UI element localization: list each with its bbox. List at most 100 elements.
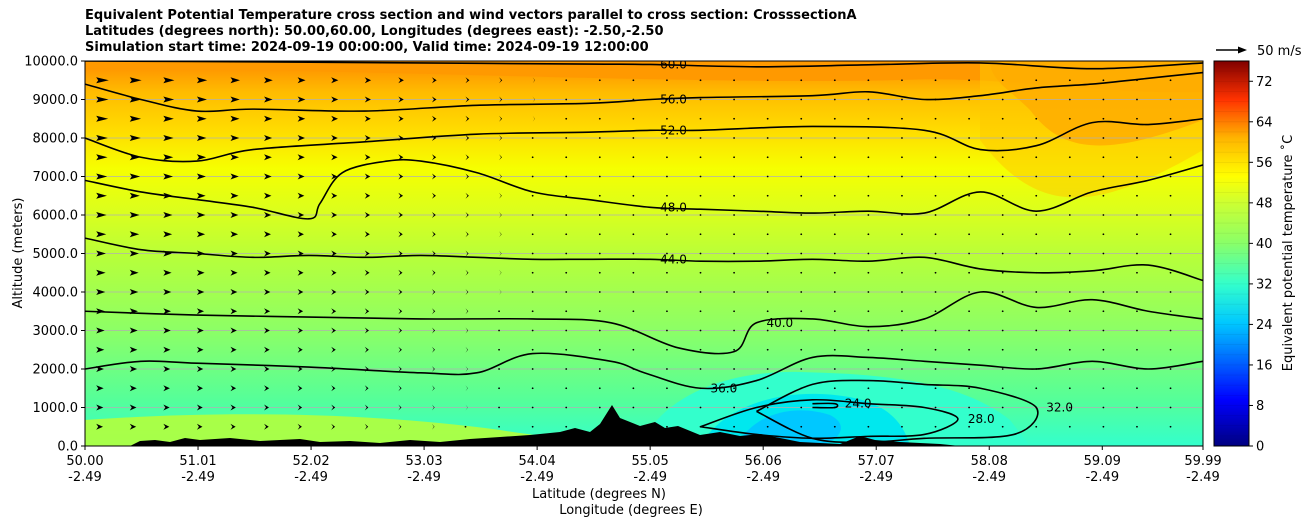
wind-vector — [331, 154, 338, 161]
wind-vector-dot — [867, 425, 870, 428]
wind-vector-dot — [1068, 98, 1071, 101]
wind-vector-dot — [565, 252, 568, 255]
wind-vector — [163, 77, 175, 84]
wind-vector-dot — [666, 368, 668, 370]
wind-vector — [163, 115, 174, 122]
wind-vector-dot — [699, 233, 702, 236]
wind-vector — [196, 231, 206, 238]
wind-vector — [364, 173, 371, 180]
wind-vector — [96, 327, 105, 334]
wind-vector — [230, 385, 237, 392]
wind-vector-dot — [565, 348, 568, 351]
wind-vector — [331, 212, 338, 218]
wind-vector-dot — [934, 214, 937, 216]
wind-vector-dot — [1102, 233, 1105, 236]
wind-vector-dot — [1169, 214, 1172, 216]
wind-vector-dot — [666, 252, 668, 255]
wind-vector-dot — [699, 406, 702, 409]
wind-vector — [196, 269, 205, 276]
wind-vector-dot — [1035, 137, 1038, 139]
wind-vector — [163, 308, 172, 315]
wind-vector-dot — [565, 271, 568, 274]
wind-vector-dot — [800, 368, 803, 370]
wind-vector-dot — [598, 368, 601, 370]
wind-vector-dot — [901, 252, 903, 255]
wind-vector-dot — [1169, 368, 1172, 370]
wind-vector — [230, 308, 238, 315]
wind-vector — [398, 173, 404, 180]
wind-vector — [297, 115, 306, 122]
wind-vector-dot — [833, 98, 836, 101]
wind-vector-dot — [833, 348, 836, 351]
chart-title-line-1: Equivalent Potential Temperature cross s… — [85, 8, 857, 23]
wind-vector-dot — [1136, 406, 1138, 409]
wind-vector-dot — [867, 271, 870, 274]
wind-vector — [431, 154, 437, 161]
wind-vector — [264, 77, 273, 84]
wind-vector — [264, 327, 270, 334]
wind-vector — [331, 404, 336, 411]
wind-vector-dot — [934, 252, 937, 255]
wind-vector — [264, 135, 273, 141]
wind-vector-dot — [598, 387, 601, 390]
colorbar-tick-label: 0 — [1256, 440, 1264, 455]
wind-vector — [297, 308, 304, 315]
wind-vector — [230, 135, 240, 141]
wind-vector-dot — [699, 156, 702, 159]
wind-vector — [331, 96, 339, 103]
wind-vector-dot — [1169, 137, 1172, 139]
wind-vector-dot — [766, 271, 769, 274]
wind-vector-dot — [632, 79, 635, 82]
x-axis-label-lat: Latitude (degrees N) — [532, 487, 666, 502]
wind-vector — [297, 404, 303, 411]
wind-vector — [364, 250, 370, 257]
wind-vector — [364, 192, 371, 199]
wind-vector-dot — [766, 387, 769, 390]
wind-vector-dot — [565, 329, 568, 332]
wind-vector-dot — [800, 137, 803, 139]
wind-vector-dot — [1169, 156, 1172, 159]
wind-vector-dot — [1136, 214, 1138, 216]
wind-vector — [431, 366, 435, 372]
wind-vector-dot — [968, 368, 971, 370]
wind-vector-dot — [565, 98, 568, 101]
wind-vector — [230, 346, 237, 353]
wind-vector — [331, 135, 338, 141]
contour-line-44 — [85, 237, 1203, 282]
wind-vector-dot — [968, 406, 971, 409]
wind-vector-dot — [1035, 348, 1038, 351]
wind-vector-dot — [800, 406, 803, 409]
wind-vector-dot — [565, 79, 568, 82]
wind-vector — [465, 231, 469, 238]
wind-vector — [96, 173, 108, 180]
wind-vector-dot — [666, 329, 668, 332]
wind-vector-dot — [531, 348, 534, 351]
wind-vector-dot — [901, 348, 903, 351]
wind-vector — [196, 289, 205, 295]
wind-vector — [163, 231, 173, 238]
contour-label-28: 28.0 — [968, 412, 995, 426]
wind-vector-dot — [498, 387, 500, 390]
wind-vector-dot — [901, 310, 903, 313]
wind-vector-dot — [632, 156, 635, 159]
wind-vector — [297, 192, 305, 199]
contour-label-40: 40.0 — [766, 316, 793, 330]
wind-vector-dot — [1136, 194, 1138, 197]
wind-vector — [196, 327, 204, 334]
wind-vector — [230, 269, 238, 276]
wind-vector-dot — [934, 406, 937, 409]
wind-vector-dot — [598, 214, 601, 216]
contour-label-24: 24.0 — [845, 397, 872, 411]
wind-vector-dot — [968, 175, 971, 178]
colorbar-tick-label: 24 — [1256, 318, 1273, 333]
wind-vector — [431, 327, 436, 334]
wind-vector-dot — [632, 310, 635, 313]
quiver-key: 50 m/s — [1216, 44, 1302, 59]
colorbar-tick-label: 48 — [1256, 196, 1273, 211]
y-tick-label: 5000.0 — [33, 247, 79, 262]
wind-vector-dot — [766, 117, 769, 120]
wind-vector-dot — [867, 233, 870, 236]
wind-vector-dot — [1001, 117, 1004, 120]
wind-vector — [163, 212, 173, 218]
wind-vector — [431, 385, 435, 392]
